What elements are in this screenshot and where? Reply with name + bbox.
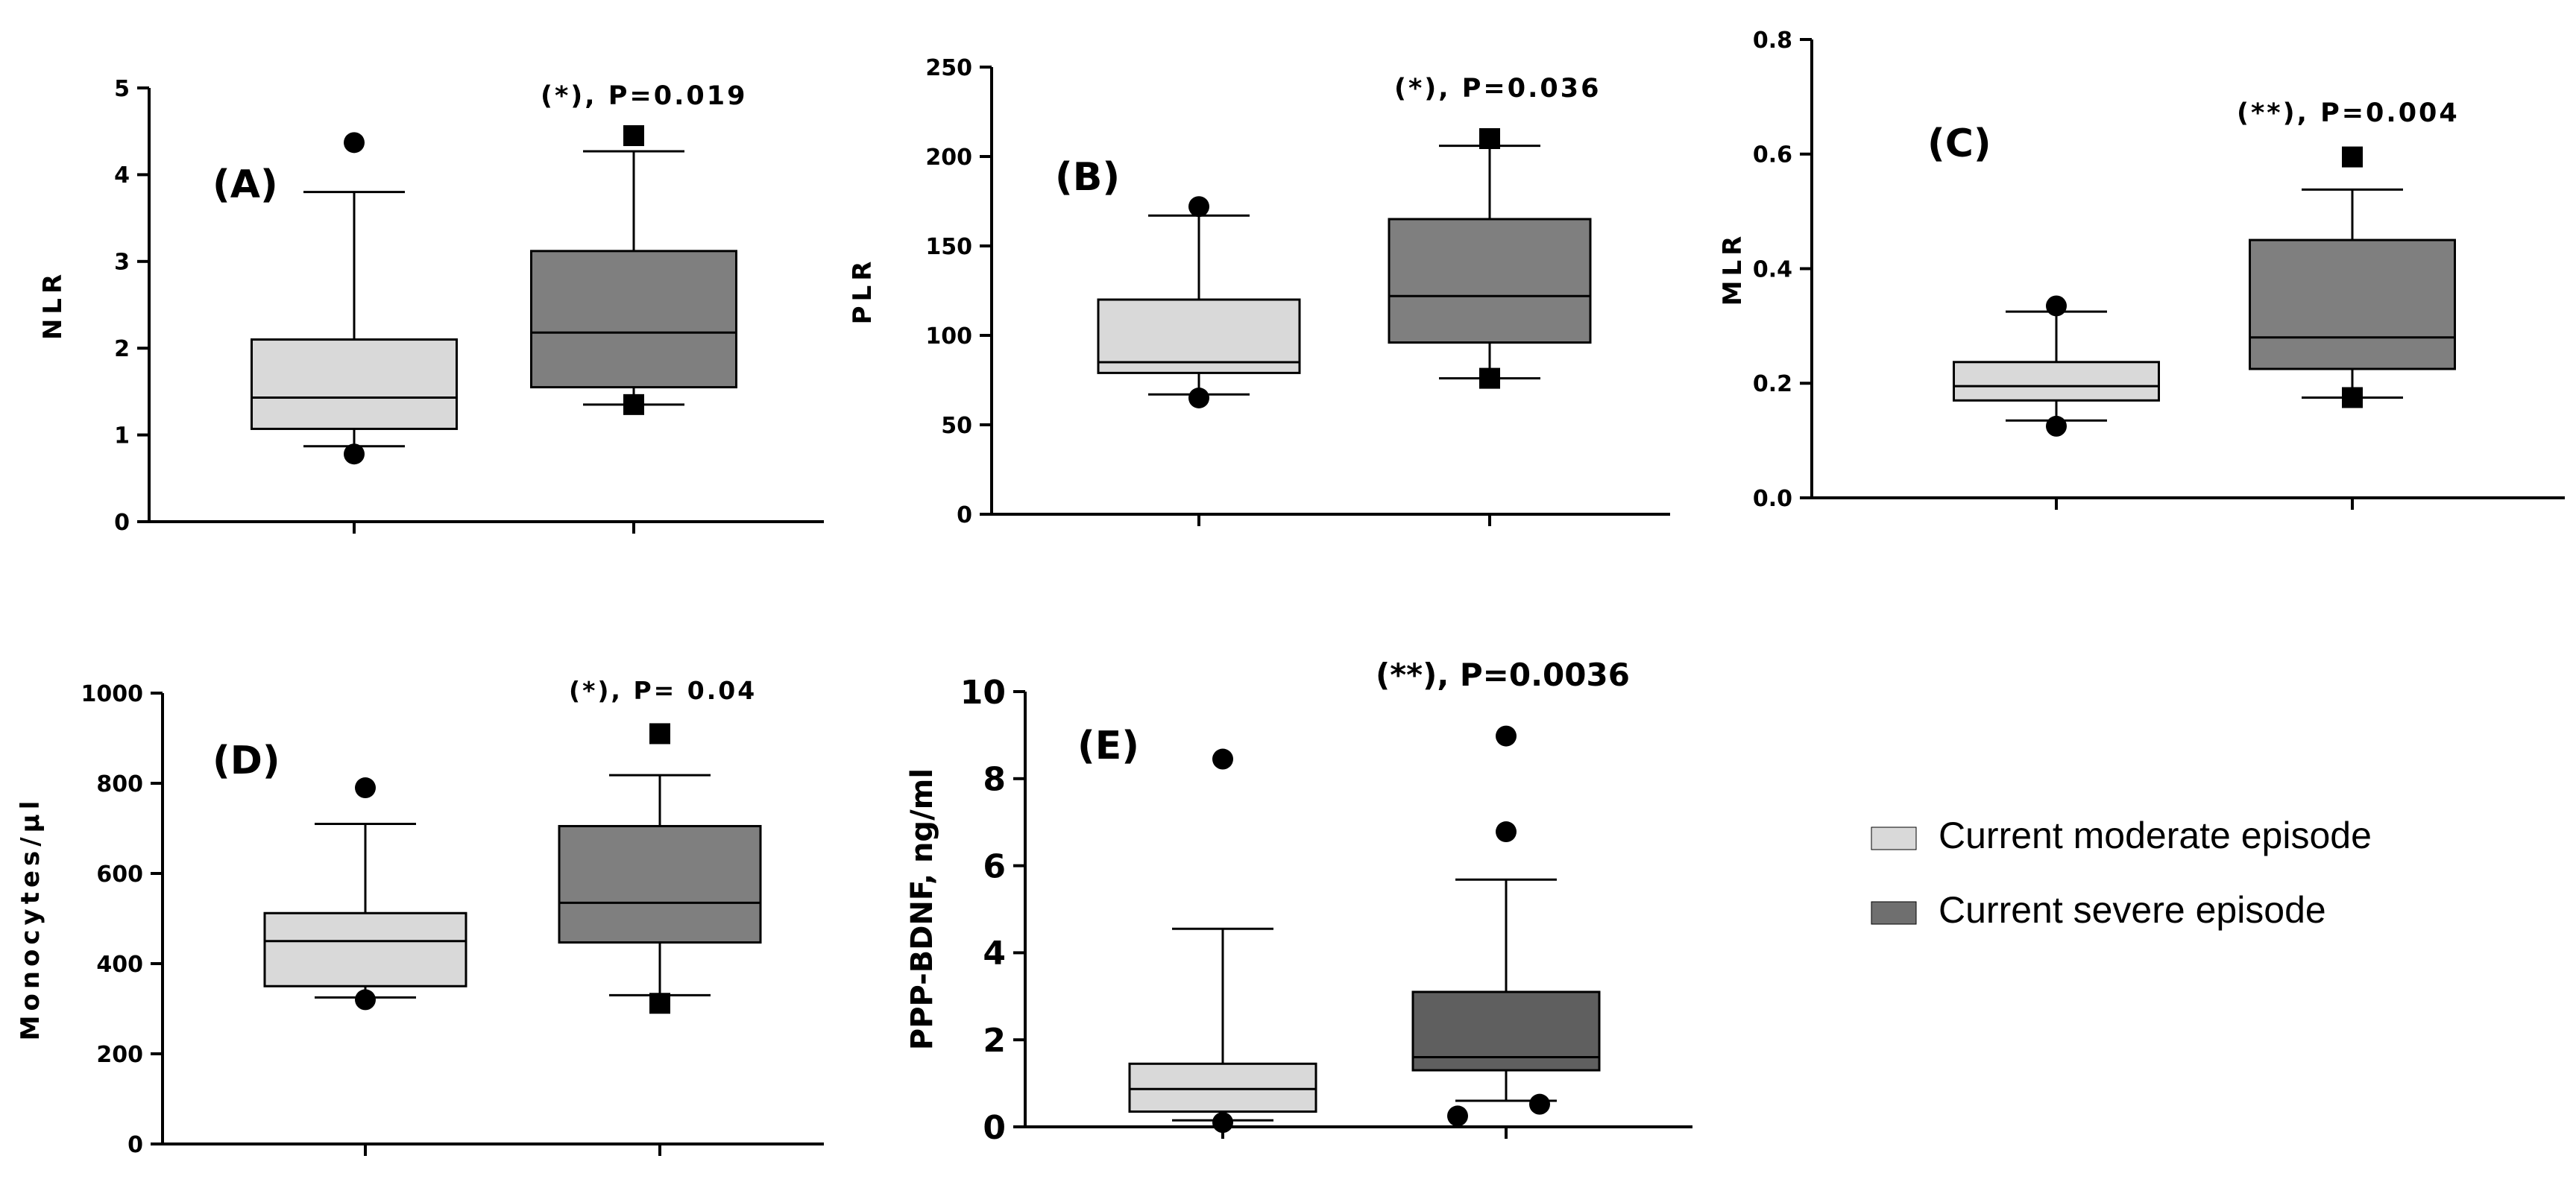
y-tick-label: 2 bbox=[114, 336, 130, 362]
y-tick-label: 0.2 bbox=[1753, 371, 1792, 397]
iqr-box bbox=[1128, 1062, 1317, 1113]
panel-a: 0 1 2 3 4 5 NLR (A) (*), P=0.019 bbox=[38, 76, 824, 536]
y-tick-label: 0.6 bbox=[1753, 142, 1792, 168]
y-axis-label: NLR bbox=[38, 270, 68, 340]
panel-label: (B) bbox=[1055, 155, 1120, 200]
iqr-box bbox=[1097, 298, 1301, 374]
box-severe bbox=[1388, 128, 1592, 389]
significance-annotation: (**), P=0.004 bbox=[2237, 98, 2460, 128]
panel-b: 0 50 100 150 200 250 PLR (B) (*), P=0.036 bbox=[848, 55, 1670, 528]
y-axis-label: MLR bbox=[1718, 232, 1748, 306]
y-tick-label: 4 bbox=[983, 935, 1006, 973]
iqr-box bbox=[251, 338, 458, 430]
y-tick-label: 2 bbox=[983, 1022, 1006, 1060]
outlier-point bbox=[355, 777, 376, 799]
y-tick-label: 100 bbox=[925, 323, 972, 350]
iqr-box bbox=[263, 911, 467, 987]
outlier-point bbox=[2046, 295, 2067, 317]
y-tick-label: 0 bbox=[114, 510, 130, 536]
box-severe bbox=[1411, 725, 1601, 1127]
outlier-point bbox=[355, 989, 376, 1011]
outlier-point bbox=[2342, 387, 2363, 408]
y-tick-label: 0.4 bbox=[1753, 256, 1792, 282]
outlier-point bbox=[1447, 1105, 1468, 1127]
y-tick-label: 10 bbox=[960, 674, 1006, 712]
y-tick-label: 0 bbox=[957, 502, 972, 528]
outlier-point bbox=[344, 443, 365, 465]
y-tick-label: 1000 bbox=[81, 681, 144, 707]
y-tick-label: 0.8 bbox=[1753, 28, 1792, 54]
panel-label: (C) bbox=[1927, 121, 1991, 166]
significance-annotation: (*), P= 0.04 bbox=[569, 676, 757, 705]
significance-annotation: (**), P=0.0036 bbox=[1376, 657, 1630, 693]
legend: Current moderate episode Current severe … bbox=[1871, 815, 2372, 931]
panel-label: (D) bbox=[212, 739, 280, 783]
y-tick-label: 0 bbox=[127, 1132, 143, 1158]
significance-annotation: (*), P=0.019 bbox=[541, 81, 747, 111]
y-tick-label: 6 bbox=[983, 847, 1006, 885]
outlier-point bbox=[1496, 725, 1517, 747]
y-tick-label: 0 bbox=[983, 1109, 1006, 1147]
y-tick-label: 0.0 bbox=[1753, 486, 1792, 512]
y-tick-label: 1 bbox=[114, 423, 130, 449]
outlier-point bbox=[2046, 415, 2067, 437]
y-tick-label: 250 bbox=[925, 55, 972, 81]
y-tick-label: 4 bbox=[114, 162, 130, 189]
y-tick-label: 50 bbox=[941, 413, 972, 439]
outlier-point bbox=[2342, 146, 2363, 168]
box-moderate bbox=[251, 132, 458, 465]
iqr-box bbox=[530, 250, 737, 389]
y-axis-label: PPP-BDNF, ng/ml bbox=[905, 768, 939, 1050]
outlier-point bbox=[1188, 196, 1209, 218]
y-tick-label: 3 bbox=[114, 250, 130, 276]
legend-swatch-severe bbox=[1871, 901, 1917, 925]
outlier-point bbox=[344, 132, 365, 154]
outlier-point bbox=[623, 125, 644, 147]
outlier-point bbox=[1496, 821, 1517, 843]
y-tick-label: 600 bbox=[96, 862, 143, 888]
outlier-point bbox=[649, 723, 670, 745]
iqr-box bbox=[1388, 218, 1592, 344]
box-moderate bbox=[1953, 295, 2160, 437]
legend-label-moderate: Current moderate episode bbox=[1939, 815, 2372, 856]
panel-label: (A) bbox=[212, 162, 278, 207]
outlier-point bbox=[1479, 128, 1500, 149]
significance-annotation: (*), P=0.036 bbox=[1394, 74, 1601, 104]
outlier-point bbox=[1212, 1112, 1233, 1134]
outlier-point bbox=[649, 993, 670, 1014]
iqr-box bbox=[1953, 361, 2160, 402]
box-moderate bbox=[1097, 196, 1301, 408]
legend-swatch-moderate bbox=[1871, 827, 1917, 850]
y-tick-label: 8 bbox=[983, 761, 1006, 799]
outlier-point bbox=[1188, 388, 1209, 408]
y-tick-label: 200 bbox=[96, 1042, 143, 1068]
outlier-point bbox=[1212, 748, 1233, 770]
panel-e: 0 2 4 6 8 10 PPP-BDNF, ng/ml (E) (**), P=0.0036 bbox=[905, 657, 1692, 1147]
outlier-point bbox=[623, 394, 644, 415]
box-moderate bbox=[1128, 748, 1317, 1134]
y-tick-label: 150 bbox=[925, 234, 972, 260]
outlier-point bbox=[1529, 1093, 1550, 1115]
iqr-box bbox=[2249, 238, 2456, 370]
box-moderate bbox=[263, 777, 467, 1011]
panel-c: 0.0 0.2 0.4 0.6 0.8 MLR (C) (**), P=0.004 bbox=[1718, 28, 2565, 512]
y-tick-label: 5 bbox=[114, 76, 130, 102]
iqr-box bbox=[558, 824, 762, 944]
outlier-point bbox=[1479, 367, 1500, 389]
legend-label-severe: Current severe episode bbox=[1939, 889, 2326, 931]
box-severe bbox=[558, 723, 762, 1014]
panel-d: 0 200 400 600 800 1000 Monocytes/µl (D) (*), P= … bbox=[16, 676, 824, 1158]
panel-label: (E) bbox=[1077, 724, 1139, 768]
y-tick-label: 200 bbox=[925, 145, 972, 171]
y-tick-label: 400 bbox=[96, 952, 143, 978]
iqr-box bbox=[1411, 990, 1601, 1072]
y-axis-label: Monocytes/µl bbox=[16, 797, 45, 1041]
y-axis-label: PLR bbox=[848, 257, 878, 325]
box-severe bbox=[530, 125, 737, 415]
y-tick-label: 800 bbox=[96, 771, 143, 797]
box-severe bbox=[2249, 146, 2456, 408]
